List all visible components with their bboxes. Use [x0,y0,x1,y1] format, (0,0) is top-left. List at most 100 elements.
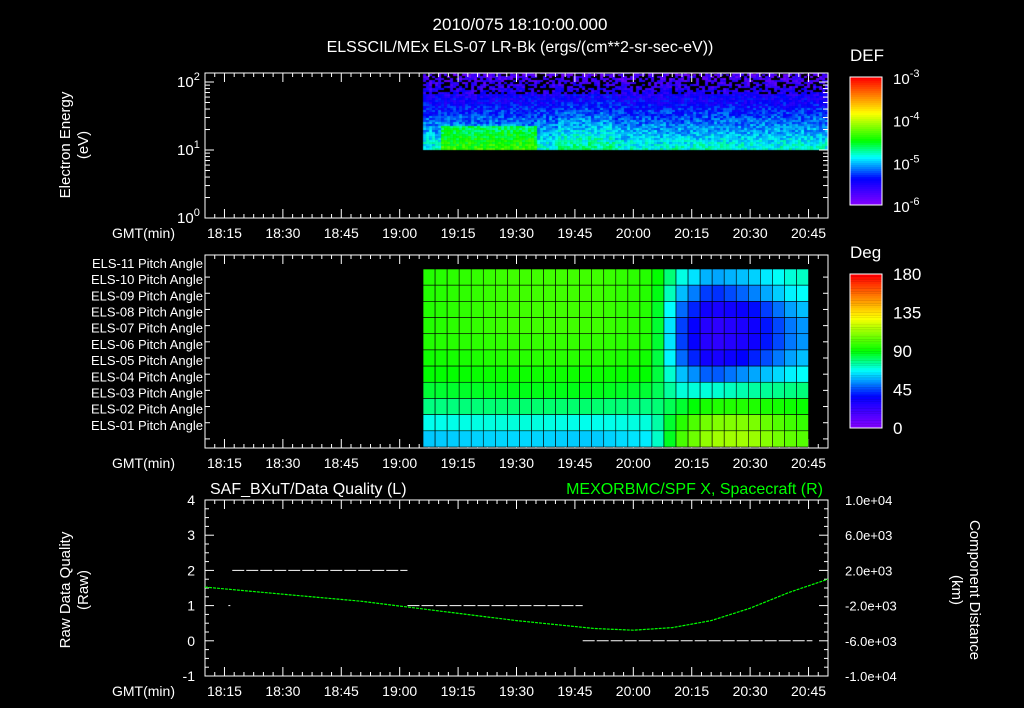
energy-tick-label: 101 [177,139,200,159]
pitch-cell [495,365,508,383]
distance-axis-label: Component Distance [966,520,983,660]
pitch-cell [627,414,641,432]
pitch-cell [723,398,737,415]
pitch-cell [687,284,701,302]
colorbar-segment [850,418,882,421]
pitch-cell [772,398,785,415]
pitch-cell [482,365,496,383]
pitch-cell [458,398,472,415]
pitch-cell [760,381,773,399]
pitch-row-label: ELS-11 Pitch Angle [92,256,203,271]
colorbar-segment [850,105,882,108]
pitch-cell [519,333,532,351]
pitch-cell [675,349,689,367]
pitch-cell [495,317,508,335]
spacecraft-x-line [204,578,829,631]
pitch-cell [482,398,496,415]
pitch-cell [663,284,677,302]
pitch-cell [687,381,701,399]
pitch-cell [784,381,797,399]
colorbar-segment [850,310,882,313]
time-tick-label: 18:30 [265,455,300,471]
pitch-cell [675,284,689,302]
pitch-cell [711,349,725,367]
pitch-cell [796,284,809,302]
colorbar-segment [850,401,882,405]
pitch-cell [531,414,544,432]
deg-colorbar-tick-label: 180 [893,265,921,284]
time-tick-label: 20:30 [733,455,768,471]
pitch-cell [687,365,701,383]
colorbar-segment [850,293,882,297]
pitch-cell [699,301,713,318]
colorbar-segment [850,91,882,94]
pitch-row-label: ELS-04 Pitch Angle [91,369,203,384]
pitch-cell [434,381,448,399]
pitch-cell [567,430,580,448]
distance-tick-label: -6.0e+03 [845,634,897,649]
pitch-cell [784,301,797,318]
pitch-cell [784,398,797,415]
plot-subtitle: ELSSCIL/MEx ELS-07 LR-Bk (ergs/(cm**2-sr… [327,39,714,56]
pitch-cell [446,349,460,367]
colorbar-segment [850,303,882,306]
colorbar-segment [850,113,882,116]
pitch-cell [507,301,520,318]
colorbar-segment [850,356,882,359]
pitch-cell [603,284,617,302]
pitch-cell [591,381,605,399]
pitch-cell [446,268,460,286]
pitch-cell [519,284,532,302]
distance-tick-label: -2.0e+03 [845,599,897,614]
pitch-cell [723,301,737,318]
colorbar-segment [850,394,882,397]
colorbar-segment [850,119,882,122]
colorbar-segment [850,149,882,152]
pitch-row-label: ELS-05 Pitch Angle [91,353,203,368]
quality-tick-label: 3 [187,527,195,543]
time-tick-label: 19:15 [441,225,476,241]
pitch-cell [796,381,809,399]
pitch-cell [470,284,484,302]
colorbar-segment [850,365,882,369]
colorbar-segment [850,133,882,136]
pitch-cell [651,301,665,318]
colorbar-segment [850,291,882,294]
pitch-cell [615,398,629,415]
colorbar-segment [850,360,882,364]
pitch-cell [735,349,749,367]
pitch-cell [507,333,520,351]
pitch-cell [772,333,785,351]
pitch-cell [543,414,556,432]
pitch-cell [796,398,809,415]
pitch-cell [458,301,472,318]
pitch-cell [591,349,605,367]
pitch-cell [639,430,653,448]
colorbar-segment [850,89,882,92]
pitch-cell [699,333,713,351]
pitch-cell [495,349,508,367]
colorbar-segment [850,281,882,285]
pitch-cell [711,268,725,286]
pitch-cell [615,349,629,367]
pitch-cell [422,349,436,367]
pitch-cell [531,381,544,399]
colorbar-segment [850,165,882,168]
pitch-cell [663,365,677,383]
colorbar-segment [850,389,882,393]
colorbar-segment [850,372,882,376]
time-tick-label: 19:00 [382,225,417,241]
pitch-cell [760,398,773,415]
pitch-cell [627,284,641,302]
pitch-cell [422,365,436,383]
pitch-cell [531,398,544,415]
colorbar-segment [850,159,882,162]
colorbar-segment [850,81,882,84]
pitch-cell [531,284,544,302]
colorbar-segment [850,195,882,198]
colorbar-segment [850,137,882,140]
colorbar-segment [850,375,882,378]
pitch-cell [687,430,701,448]
colorbar-segment [850,288,882,292]
pitch-cell [482,268,496,286]
